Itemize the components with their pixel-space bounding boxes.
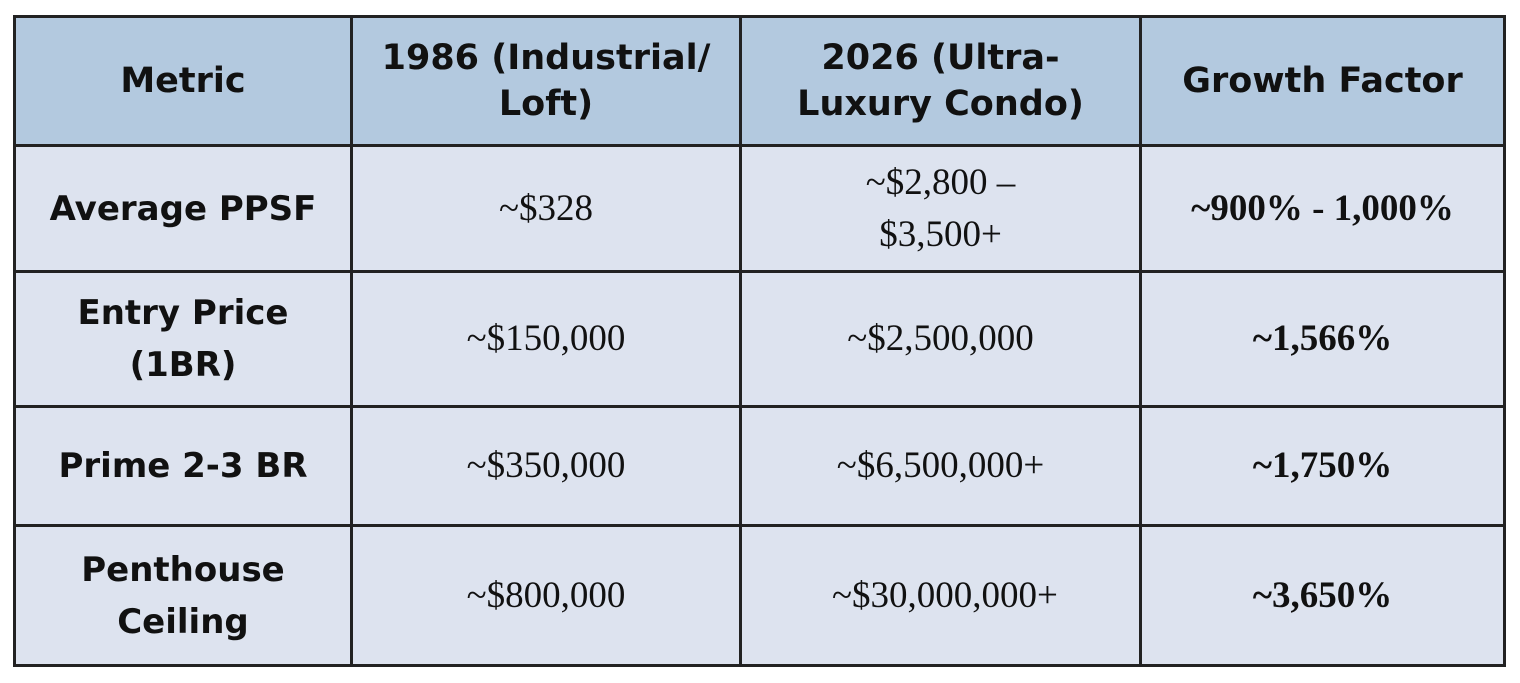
header-cell: Metric xyxy=(13,15,353,147)
header-cell: 1986 (Industrial/ Loft) xyxy=(350,15,742,147)
value-cell: ~$6,500,000+ xyxy=(739,405,1142,527)
metric-cell: Penthouse Ceiling xyxy=(13,524,353,667)
value-cell: ~3,650% xyxy=(1139,524,1506,667)
table-row: Average PPSF ~$328 ~$2,800 – $3,500+ ~900% … xyxy=(13,144,1506,273)
value-cell: ~$30,000,000+ xyxy=(739,524,1142,667)
table-row: Penthouse Ceiling ~$800,000 ~$30,000,000+ ~… xyxy=(13,524,1506,667)
value-cell: ~1,566% xyxy=(1139,270,1506,408)
value-cell: ~$350,000 xyxy=(350,405,742,527)
metric-cell: Prime 2-3 BR xyxy=(13,405,353,527)
value-cell: ~1,750% xyxy=(1139,405,1506,527)
metric-cell: Average PPSF xyxy=(13,144,353,273)
table-body: Average PPSF ~$328 ~$2,800 – $3,500+ ~900% … xyxy=(13,144,1506,667)
value-cell: ~$2,500,000 xyxy=(739,270,1142,408)
value-cell: ~$150,000 xyxy=(350,270,742,408)
value-cell: ~$2,800 – $3,500+ xyxy=(739,144,1142,273)
header-cell: 2026 (Ultra-Luxury Condo) xyxy=(739,15,1142,147)
table-header: Metric 1986 (Industrial/ Loft) 2026 (Ult… xyxy=(13,15,1506,147)
value-cell: ~$328 xyxy=(350,144,742,273)
comparison-table: Metric 1986 (Industrial/ Loft) 2026 (Ult… xyxy=(13,15,1506,667)
table-row: Entry Price (1BR) ~$150,000 ~$2,500,000 ~1,… xyxy=(13,270,1506,408)
header-cell: Growth Factor xyxy=(1139,15,1506,147)
metric-cell: Entry Price (1BR) xyxy=(13,270,353,408)
header-row: Metric 1986 (Industrial/ Loft) 2026 (Ult… xyxy=(13,15,1506,147)
value-cell: ~900% - 1,000% xyxy=(1139,144,1506,273)
value-cell: ~$800,000 xyxy=(350,524,742,667)
table-row: Prime 2-3 BR ~$350,000 ~$6,500,000+ ~1,750% xyxy=(13,405,1506,527)
